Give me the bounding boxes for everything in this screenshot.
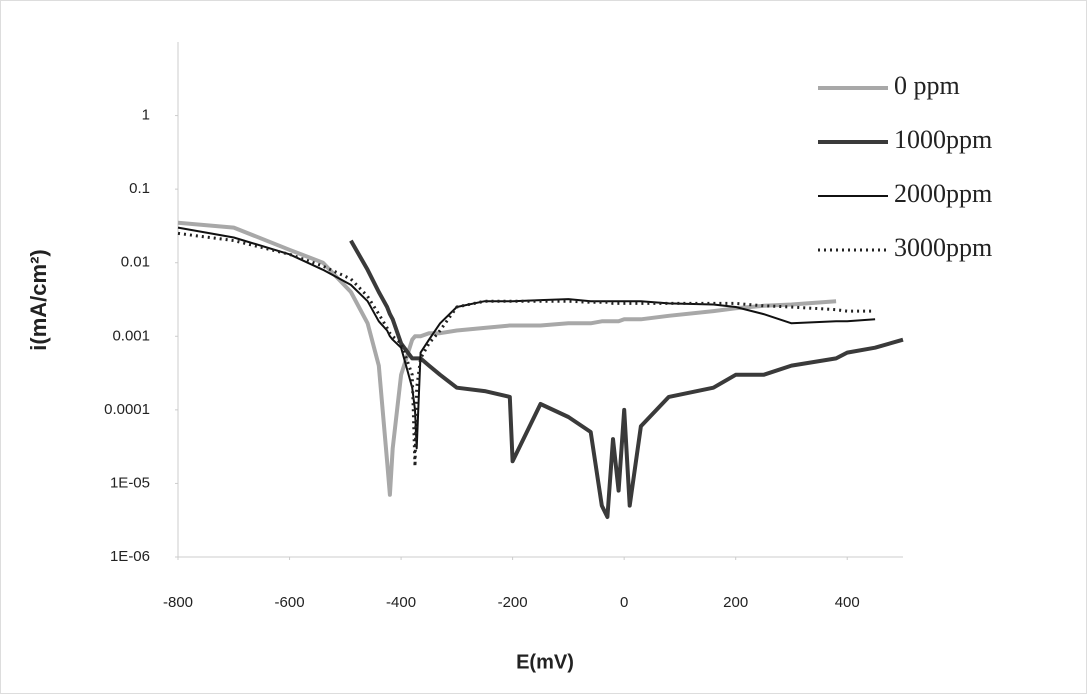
y-tick-label: 1E-06 bbox=[110, 548, 150, 565]
legend-label: 1000ppm bbox=[894, 125, 992, 154]
legend-label: 3000ppm bbox=[894, 233, 992, 262]
legend-label: 0 ppm bbox=[894, 71, 960, 100]
y-axis-title: i(mA/cm²) bbox=[26, 249, 51, 350]
series-line bbox=[177, 231, 876, 468]
y-tick-label: 0.001 bbox=[112, 327, 150, 344]
series-line bbox=[349, 239, 904, 519]
y-tick-label: 1E-05 bbox=[110, 474, 150, 491]
legend-label: 2000ppm bbox=[894, 179, 992, 208]
x-axis-title: E(mV) bbox=[516, 651, 574, 673]
y-tick-label: 0.1 bbox=[129, 180, 150, 197]
y-tick-label: 0.01 bbox=[121, 254, 150, 271]
x-tick-label: -200 bbox=[498, 594, 528, 611]
x-tick-label: 400 bbox=[835, 594, 860, 611]
y-tick-label: 0.0001 bbox=[104, 401, 150, 418]
x-tick-label: -600 bbox=[275, 594, 305, 611]
x-tick-label: -800 bbox=[163, 594, 193, 611]
y-tick-label: 1 bbox=[142, 107, 150, 124]
x-tick-label: -400 bbox=[386, 594, 416, 611]
x-tick-label: 0 bbox=[620, 594, 628, 611]
series-line bbox=[177, 220, 837, 497]
x-tick-label: 200 bbox=[723, 594, 748, 611]
